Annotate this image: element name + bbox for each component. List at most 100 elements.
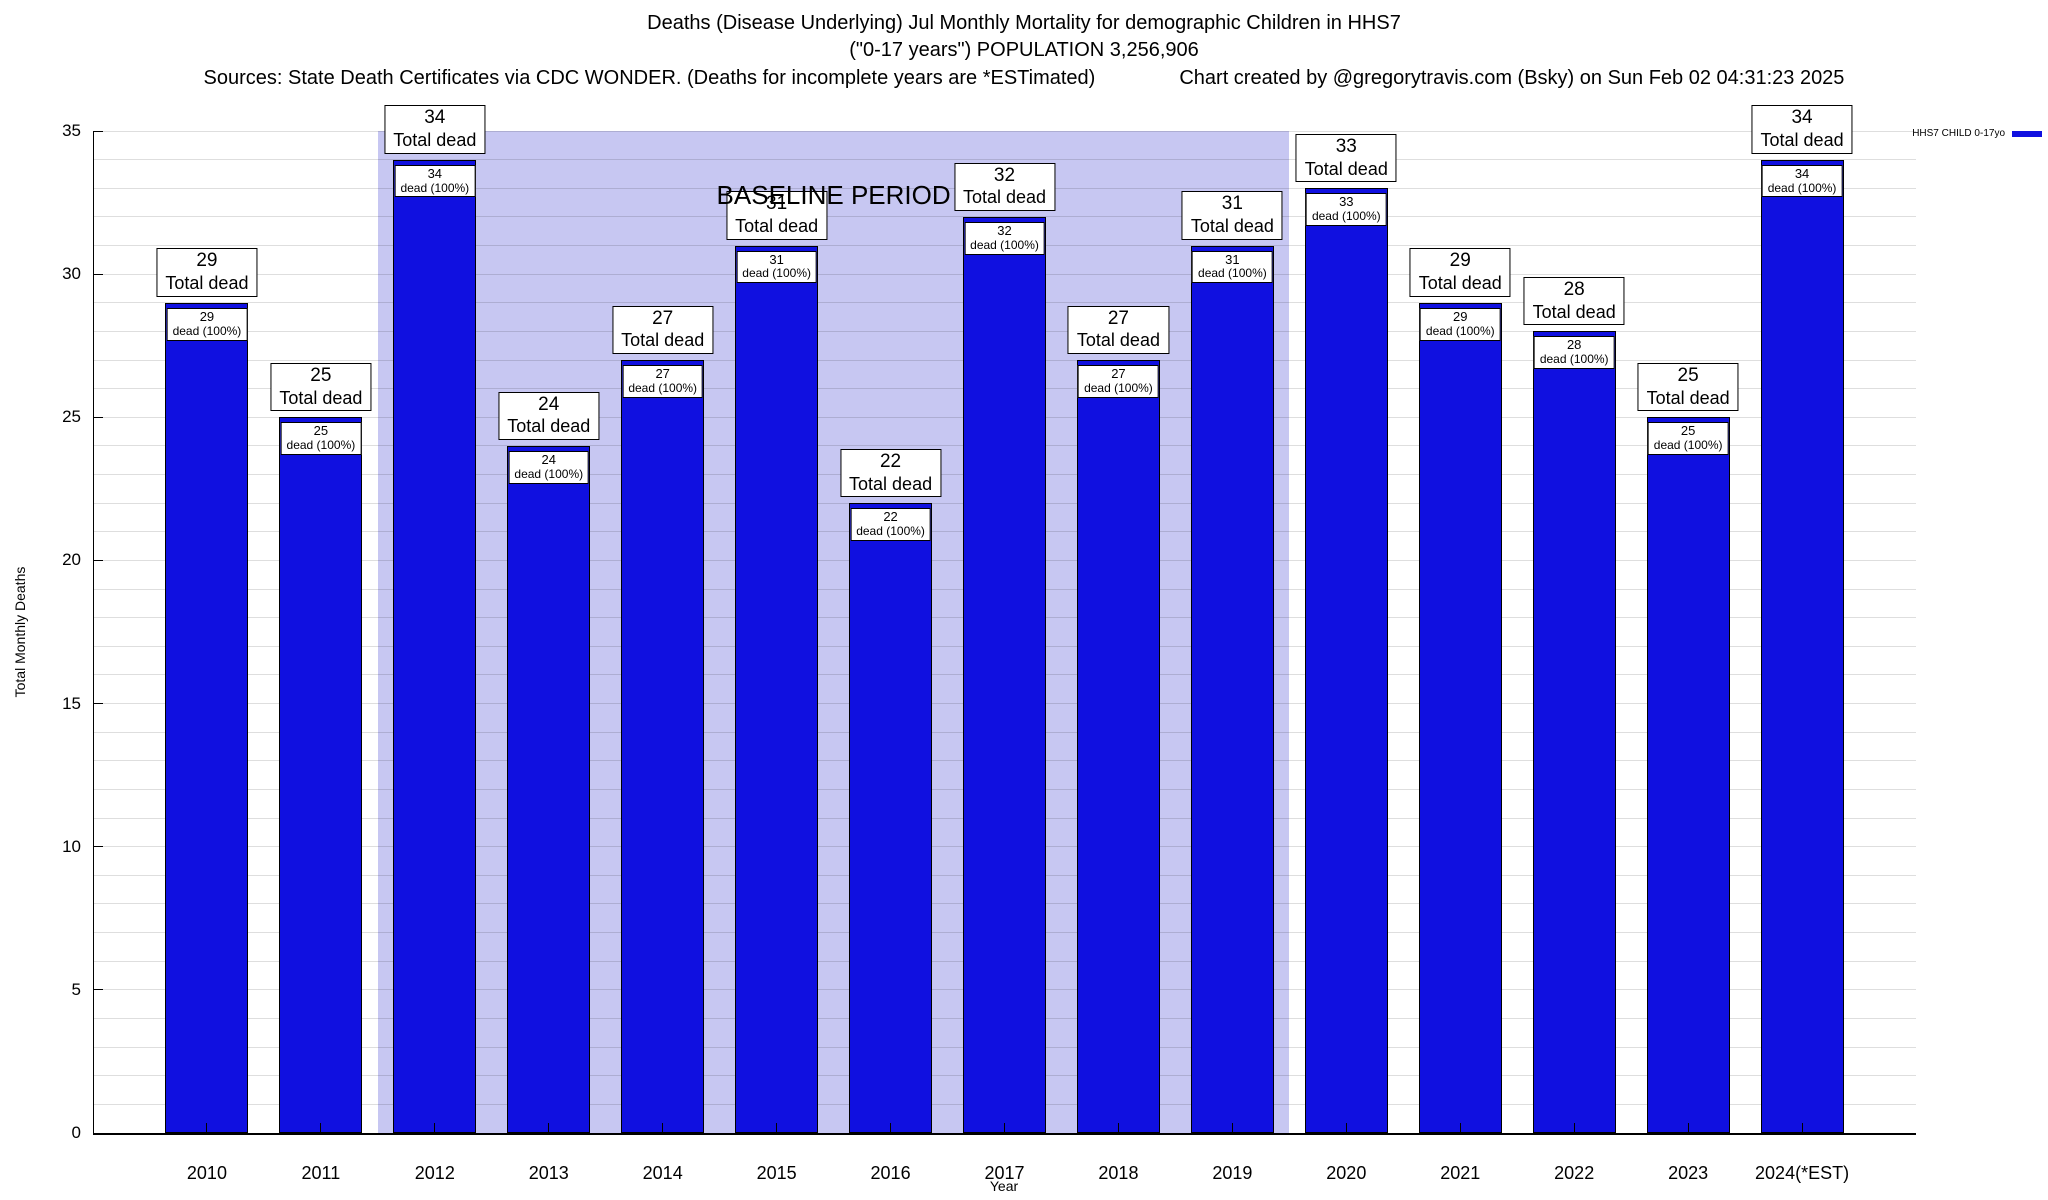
y-tick-label: 20 xyxy=(62,550,81,570)
x-tick-label-2017: 2017 xyxy=(984,1163,1025,1183)
dead-pct-label-2011: 25 dead (100%) xyxy=(280,422,362,456)
chart-header: Deaths (Disease Underlying) Jul Monthly … xyxy=(0,10,2048,90)
dead-count: 22 xyxy=(883,509,898,525)
total-dead-label-2011: 25 Total dead xyxy=(270,362,372,412)
total-dead-count: 29 xyxy=(1449,250,1471,272)
chart-title: Deaths (Disease Underlying) Jul Monthly … xyxy=(647,12,1401,34)
y-tick-label: 25 xyxy=(62,407,81,427)
dead-pct-text: dead (100%) xyxy=(172,323,242,338)
total-dead-label-2019: 31 Total dead xyxy=(1181,191,1283,240)
x-tick-label-2018: 2018 xyxy=(1098,1163,1139,1183)
x-tick xyxy=(206,1123,208,1133)
dead-pct-label-2020: 33 dead (100%) xyxy=(1305,193,1387,226)
x-axis-label: Year xyxy=(989,1178,1019,1194)
total-dead-text: Total dead xyxy=(393,130,477,151)
chart-subtitle: ("0-17 years") POPULATION 3,256,906 xyxy=(849,39,1199,61)
bar-2010 xyxy=(165,302,249,1133)
x-tick-label-2011: 2011 xyxy=(301,1163,341,1183)
legend-swatch xyxy=(2012,130,2042,137)
dead-pct-text: dead (100%) xyxy=(1653,438,1723,453)
dead-pct-text: dead (100%) xyxy=(970,237,1039,252)
x-tick-label-2014: 2014 xyxy=(642,1163,683,1183)
dead-count: 32 xyxy=(997,222,1012,238)
total-dead-label-2023: 25 Total dead xyxy=(1637,362,1739,412)
x-tick-label-2010: 2010 xyxy=(186,1163,227,1183)
dead-count: 24 xyxy=(541,451,556,467)
dead-count: 29 xyxy=(1453,308,1468,324)
x-tick xyxy=(1573,1123,1575,1133)
chart-source-note: Sources: State Death Certificates via CD… xyxy=(203,67,1096,89)
dead-pct-text: dead (100%) xyxy=(1767,180,1837,195)
total-dead-text: Total dead xyxy=(1190,215,1274,236)
bar-2023 xyxy=(1646,417,1730,1133)
y-axis-line xyxy=(93,131,94,1133)
total-dead-label-2020: 33 Total dead xyxy=(1295,133,1397,183)
dead-pct-text: dead (100%) xyxy=(400,180,470,195)
dead-pct-label-2013: 24 dead (100%) xyxy=(508,450,590,484)
x-tick xyxy=(662,1123,664,1133)
total-dead-text: Total dead xyxy=(279,387,363,408)
bar-2018 xyxy=(1076,360,1160,1133)
chart-credit-note: Chart created by @gregorytravis.com (Bsk… xyxy=(1179,67,1845,89)
x-tick xyxy=(1345,1123,1347,1133)
x-tick-label-2015: 2015 xyxy=(756,1163,797,1183)
total-dead-count: 24 xyxy=(538,393,560,415)
total-dead-label-2016: 22 Total dead xyxy=(840,448,942,498)
dead-count: 25 xyxy=(313,423,329,439)
total-dead-count: 29 xyxy=(196,250,218,272)
dead-pct-text: dead (100%) xyxy=(1084,380,1153,395)
bar-2014 xyxy=(621,360,705,1133)
x-tick-label-2020: 2020 xyxy=(1326,1163,1367,1183)
y-tick-label: 35 xyxy=(62,121,81,140)
x-tick xyxy=(890,1123,892,1133)
x-tick xyxy=(1687,1123,1689,1133)
dead-count: 28 xyxy=(1566,337,1582,353)
total-dead-label-2024(*EST): 34 Total dead xyxy=(1751,105,1853,154)
x-tick xyxy=(320,1123,322,1133)
dead-pct-text: dead (100%) xyxy=(1311,209,1381,224)
total-dead-count: 31 xyxy=(766,193,788,215)
bar-2013 xyxy=(507,445,591,1133)
dead-pct-text: dead (100%) xyxy=(286,438,356,453)
x-tick-label-2022: 2022 xyxy=(1554,1163,1595,1183)
x-tick xyxy=(1117,1123,1119,1133)
bar-2012 xyxy=(393,159,477,1133)
dead-count: 25 xyxy=(1680,423,1696,439)
dead-pct-label-2019: 31 dead (100%) xyxy=(1192,250,1273,284)
total-dead-text: Total dead xyxy=(1532,301,1616,322)
y-tick xyxy=(93,846,103,848)
dead-pct-label-2024(*EST): 34 dead (100%) xyxy=(1761,164,1843,198)
dead-count: 29 xyxy=(199,308,215,324)
x-tick-label-2021: 2021 xyxy=(1440,1163,1481,1183)
total-dead-label-2012: 34 Total dead xyxy=(384,105,486,154)
dead-pct-label-2017: 32 dead (100%) xyxy=(964,221,1045,255)
bar-2016 xyxy=(849,503,933,1133)
x-tick-label-2024(*EST): 2024(*EST) xyxy=(1755,1163,1850,1183)
bar-2022 xyxy=(1532,331,1616,1133)
x-tick xyxy=(1004,1123,1005,1133)
y-tick-label: 5 xyxy=(71,979,81,999)
dead-pct-label-2021: 29 dead (100%) xyxy=(1419,307,1501,341)
total-dead-count: 22 xyxy=(879,450,902,472)
bar-2020 xyxy=(1304,188,1388,1133)
y-tick-label: 30 xyxy=(62,264,81,284)
dead-pct-label-2015: 31 dead (100%) xyxy=(736,250,817,284)
dead-count: 27 xyxy=(1111,366,1126,382)
dead-pct-label-2022: 28 dead (100%) xyxy=(1533,336,1615,370)
dead-pct-text: dead (100%) xyxy=(856,524,925,539)
legend: HHS7 CHILD 0-17yo xyxy=(1912,128,2042,139)
total-dead-count: 34 xyxy=(424,107,446,129)
total-dead-label-2013: 24 Total dead xyxy=(498,391,600,440)
y-tick-label: 10 xyxy=(62,836,81,856)
x-tick xyxy=(1459,1123,1461,1133)
baseline-period-label: BASELINE PERIOD xyxy=(716,180,951,210)
total-dead-label-2014: 27 Total dead xyxy=(612,305,714,355)
total-dead-count: 31 xyxy=(1221,193,1243,215)
bar-2019 xyxy=(1190,245,1274,1133)
total-dead-text: Total dead xyxy=(621,330,705,351)
dead-count: 34 xyxy=(1794,165,1810,181)
bar-2017 xyxy=(963,216,1046,1133)
total-dead-label-2010: 29 Total dead xyxy=(156,248,258,297)
x-tick xyxy=(1801,1123,1803,1133)
